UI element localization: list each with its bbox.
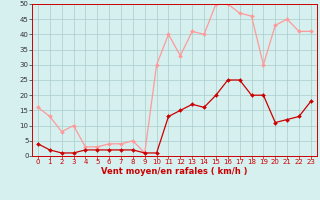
X-axis label: Vent moyen/en rafales ( km/h ): Vent moyen/en rafales ( km/h ) — [101, 167, 248, 176]
